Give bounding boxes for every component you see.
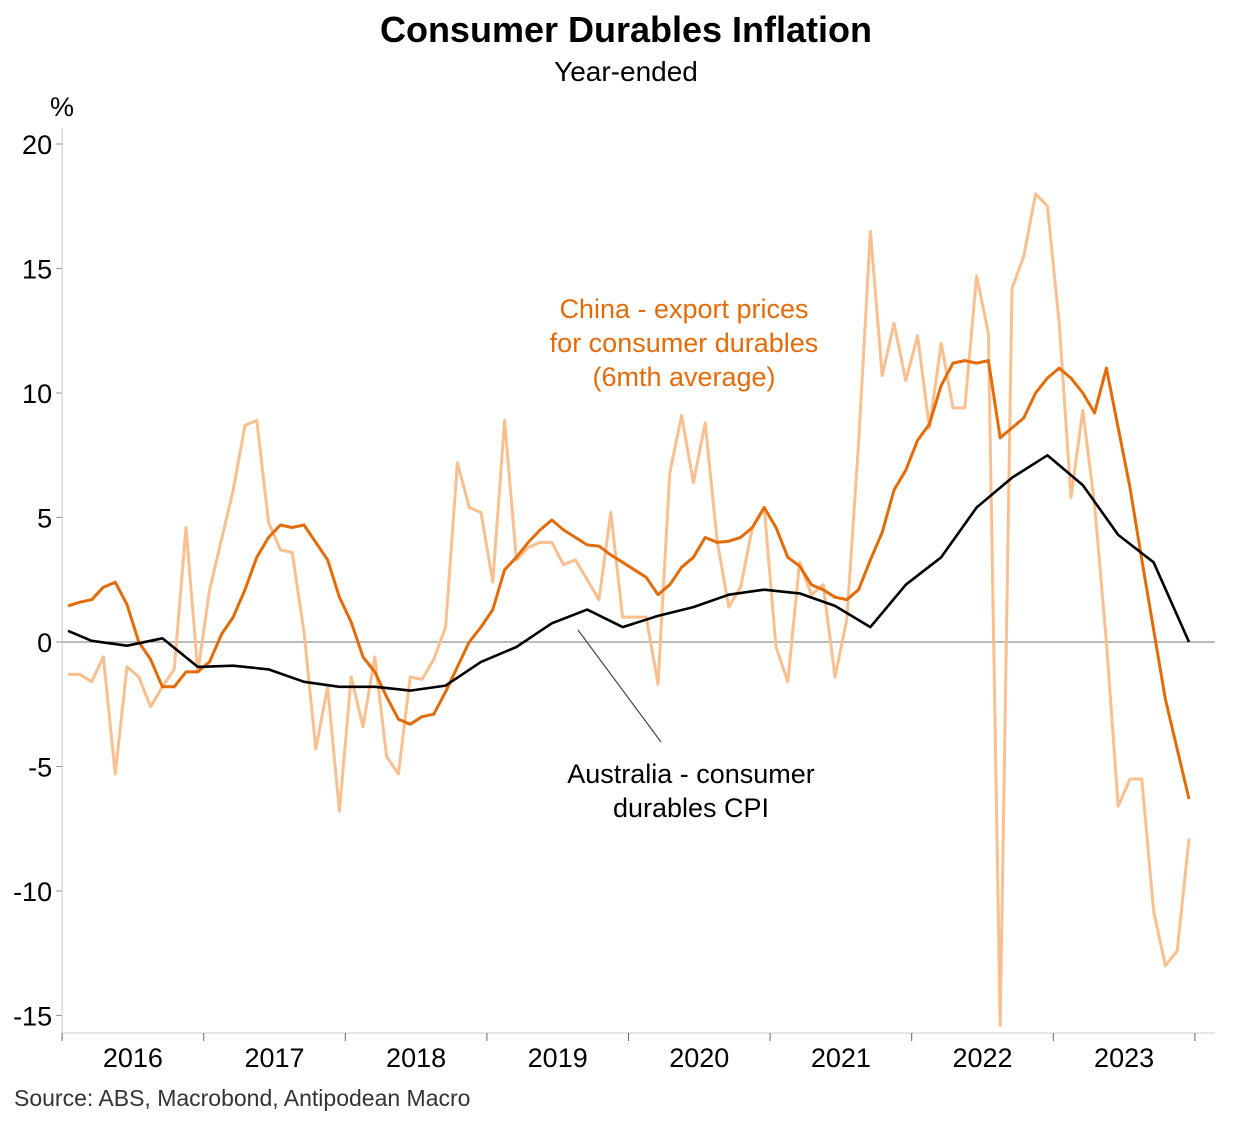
series-group <box>67 192 1191 1027</box>
x-tick-label: 2017 <box>244 1043 304 1073</box>
y-tick-label: 0 <box>37 628 52 658</box>
y-tick-label: -10 <box>13 877 52 907</box>
x-tick-label: 2016 <box>103 1043 163 1073</box>
x-tick-label: 2021 <box>811 1043 871 1073</box>
china-annotation-line: China - export prices <box>559 294 808 324</box>
australia-annotation-leader-line <box>577 629 662 743</box>
axes: 20 15 10 5 0 -5 -10 -15 2016 2017 2018 2019 2020 2021… <box>13 128 1215 1073</box>
australia-annotation: Australia - consumer durables CPI <box>567 759 815 823</box>
x-tick-label: 2022 <box>952 1043 1012 1073</box>
x-tick-label: 2020 <box>669 1043 729 1073</box>
y-tick-label: 10 <box>22 379 52 409</box>
australia-annotation-line: durables CPI <box>613 793 769 823</box>
china-6mth-average-line <box>67 359 1191 800</box>
china-annotation-line: (6mth average) <box>592 362 775 392</box>
australia-annotation-line: Australia - consumer <box>567 759 815 789</box>
x-tick-label: 2023 <box>1094 1043 1154 1073</box>
australia-cpi-line <box>67 453 1191 692</box>
china-annotation: China - export prices for consumer durabl… <box>550 294 819 392</box>
chart-title: Consumer Durables Inflation <box>380 9 872 50</box>
y-tick-label: -15 <box>13 1002 52 1032</box>
x-tick-label: 2018 <box>386 1043 446 1073</box>
china-monthly-line <box>68 192 1191 1027</box>
y-tick-label: -5 <box>28 753 52 783</box>
y-tick-label: 15 <box>22 255 52 285</box>
y-tick-label: 20 <box>22 130 52 160</box>
china-annotation-line: for consumer durables <box>550 328 819 358</box>
y-tick-label: 5 <box>37 504 52 534</box>
chart-subtitle: Year-ended <box>554 56 698 87</box>
y-axis-unit-label: % <box>50 92 74 122</box>
source-note: Source: ABS, Macrobond, Antipodean Macro <box>14 1085 470 1111</box>
x-tick-label: 2019 <box>528 1043 588 1073</box>
